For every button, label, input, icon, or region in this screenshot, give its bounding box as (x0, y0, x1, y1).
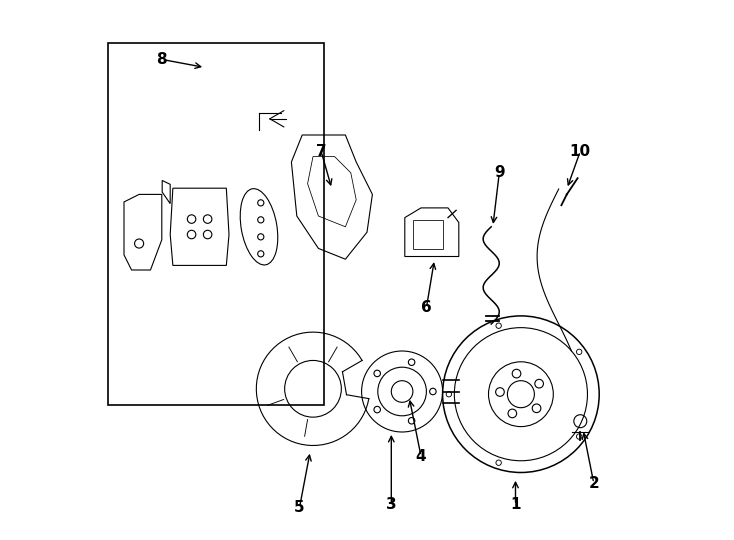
Text: 2: 2 (589, 476, 599, 491)
Text: 9: 9 (494, 165, 504, 180)
Text: 8: 8 (156, 52, 167, 67)
Text: 10: 10 (570, 144, 591, 159)
Text: 1: 1 (510, 497, 520, 512)
Text: 5: 5 (294, 500, 305, 515)
Text: 7: 7 (316, 144, 327, 159)
Bar (108, 43, 324, 405)
Text: 3: 3 (386, 497, 396, 512)
Bar (413, 220, 443, 249)
Text: 6: 6 (421, 300, 432, 315)
Text: 4: 4 (415, 449, 426, 464)
